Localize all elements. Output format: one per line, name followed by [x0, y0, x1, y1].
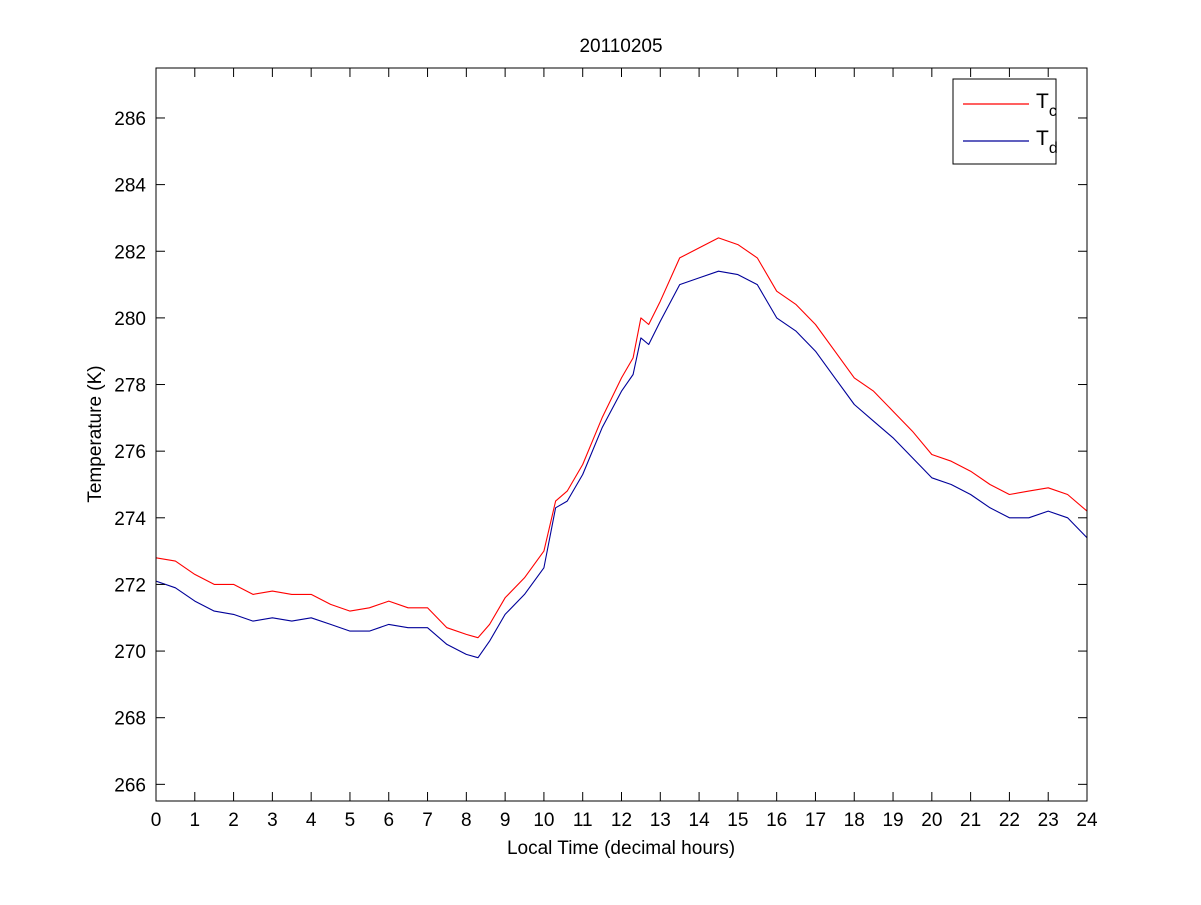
y-axis-label: Temperature (K): [85, 365, 106, 502]
x-tick-label: 19: [882, 810, 903, 831]
series-line-Td: [155, 270, 1088, 659]
x-tick-label: 4: [306, 810, 317, 831]
y-tick-label: 286: [114, 109, 146, 130]
y-tick-label: 284: [114, 176, 146, 197]
y-tick-label: 272: [114, 575, 146, 596]
series-line-Tc: [155, 237, 1088, 639]
x-tick-label: 5: [345, 810, 356, 831]
x-tick-label: 13: [650, 810, 671, 831]
x-axis-label: Local Time (decimal hours): [507, 838, 735, 859]
x-tick-label: 9: [500, 810, 511, 831]
x-tick-label: 20: [921, 810, 942, 831]
y-tick-label: 280: [114, 309, 146, 330]
x-tick-label: 11: [573, 810, 593, 831]
x-tick-label: 2: [228, 810, 239, 831]
x-tick-label: 18: [844, 810, 865, 831]
x-tick-label: 16: [766, 810, 787, 831]
x-tick-label: 24: [1076, 810, 1098, 831]
x-tick-label: 21: [960, 810, 981, 831]
y-tick-label: 278: [114, 376, 146, 397]
x-tick-label: 7: [422, 810, 433, 831]
y-tick-label: 270: [114, 642, 146, 663]
y-tick-label: 276: [114, 442, 146, 463]
x-tick-label: 17: [805, 810, 826, 831]
y-tick-label: 268: [114, 709, 146, 730]
x-tick-label: 14: [689, 810, 711, 831]
axes: 0 1 2 3 4 5 6 7 8 9 10 11 12 13 14 15 16 17 18 19 20 21 22 23 24…: [114, 67, 1098, 831]
y-tick-label: 274: [114, 509, 146, 530]
plot-area: [155, 237, 1088, 659]
x-tick-label: 23: [1038, 810, 1059, 831]
x-tick-label: 3: [267, 810, 278, 831]
x-tick-label: 22: [999, 810, 1020, 831]
x-tick-label: 12: [611, 810, 632, 831]
x-tick-label: 10: [533, 810, 554, 831]
x-tick-label: 6: [383, 810, 394, 831]
x-tick-label: 0: [151, 810, 162, 831]
chart-title: 20110205: [579, 36, 662, 57]
x-tick-label: 1: [190, 810, 201, 831]
legend-box: [952, 78, 1057, 165]
x-tick-label: 15: [727, 810, 748, 831]
x-tick-label: 8: [461, 810, 472, 831]
y-tick-label: 266: [114, 775, 146, 796]
y-tick-label: 282: [114, 242, 146, 263]
